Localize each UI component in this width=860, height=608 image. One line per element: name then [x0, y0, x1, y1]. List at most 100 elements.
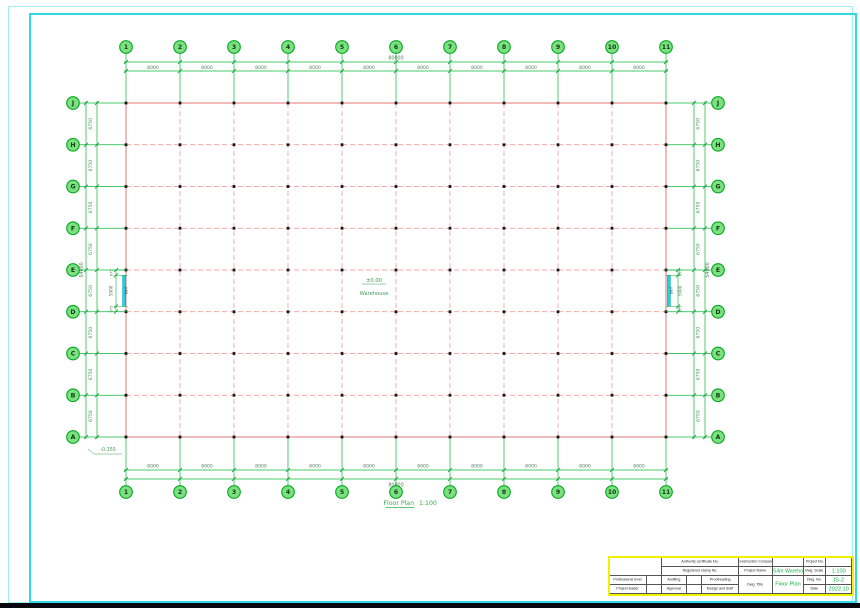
- dim-label: 6750: [88, 410, 94, 422]
- column-marker: [502, 268, 506, 272]
- grid-bubble-label: H: [715, 142, 720, 149]
- titleblock-label-authority: Authority certificate No.: [662, 558, 739, 567]
- grid-bubble-label: 6: [394, 44, 398, 51]
- dim-tick: [94, 225, 100, 231]
- column-marker: [610, 310, 614, 314]
- column-marker: [502, 101, 506, 105]
- dim-tick: [177, 68, 183, 74]
- column-marker: [502, 143, 506, 147]
- dim-tick: [83, 392, 89, 398]
- column-marker: [178, 310, 182, 314]
- column-marker: [286, 352, 290, 355]
- titleblock-cell-blank: [826, 558, 852, 567]
- door-dim-label: 5000: [678, 285, 683, 296]
- grid-bubble: J: [66, 96, 80, 110]
- grid-bubble: 9: [551, 485, 565, 499]
- column-marker: [178, 226, 182, 230]
- grid-bubble-label: 4: [286, 489, 291, 496]
- grid-bubble-label: 3: [232, 44, 236, 51]
- column-marker: [286, 101, 290, 105]
- dim-tick: [83, 100, 89, 106]
- door-dim-label: 5000: [109, 285, 114, 296]
- column-marker: [610, 226, 614, 230]
- column-marker: [502, 352, 506, 355]
- dim-tick: [555, 467, 561, 473]
- dim-tick: [447, 476, 453, 482]
- grid-bubble-label: 4: [286, 44, 291, 51]
- column-marker: [556, 185, 560, 188]
- column-marker: [448, 185, 452, 188]
- dim-tick: [83, 309, 89, 315]
- dim-tick: [702, 142, 708, 148]
- column-marker: [124, 143, 128, 147]
- grid-bubble: 4: [281, 485, 295, 499]
- column-marker: [124, 101, 128, 105]
- grid-bubble-label: E: [71, 267, 75, 274]
- titleblock-label-date: Date: [804, 585, 826, 594]
- grid-bubble-label: 10: [608, 44, 617, 51]
- dim-tick: [285, 59, 291, 65]
- dim-tick: [94, 309, 100, 315]
- dim-label: 6750: [696, 160, 702, 172]
- dim-tick: [177, 467, 183, 473]
- column-marker: [232, 226, 236, 230]
- dim-tick: [83, 142, 89, 148]
- project-name-value: 80X54m Warehouse: [773, 567, 804, 576]
- grid-bubble: 8: [497, 40, 511, 54]
- grid-bubble: 3: [227, 485, 241, 499]
- column-marker: [178, 101, 182, 105]
- dim-tick: [123, 59, 129, 65]
- caption-title: Floor Plan: [383, 500, 414, 507]
- dim-tick: [691, 351, 697, 356]
- column-marker: [610, 185, 614, 188]
- dim-tick: [663, 68, 669, 74]
- grid-bubble: 10: [605, 485, 619, 499]
- titleblock-label-project-no: Project No.: [804, 558, 826, 567]
- column-marker: [286, 268, 290, 272]
- grid-bubble: 1: [119, 485, 133, 499]
- dim-tick: [113, 304, 119, 309]
- dim-tick: [339, 68, 345, 74]
- grid-bubble-label: 6: [394, 489, 398, 496]
- grid-bubble-label: 9: [556, 44, 560, 51]
- column-marker: [502, 310, 506, 314]
- grid-bubble-label: 7: [448, 489, 452, 496]
- grid-bubble-label: A: [716, 434, 721, 441]
- dim-tick: [83, 351, 89, 356]
- door-label: JLM1: [124, 286, 128, 295]
- titleblock-label-project-name: Project Name: [739, 567, 773, 576]
- screen-edge-strip: [0, 603, 860, 608]
- grid-bubble: A: [66, 430, 80, 444]
- dwg-scale-value: 1:100: [826, 567, 852, 576]
- column-marker: [124, 185, 128, 188]
- dim-tick: [663, 467, 669, 473]
- grid-bubble-label: B: [71, 392, 76, 399]
- column-marker: [124, 393, 128, 397]
- center-elevation-text: ±0.00: [366, 278, 382, 284]
- dim-label: 8000: [309, 464, 321, 470]
- grid-bubble-label: 5: [340, 489, 344, 496]
- column-marker: [340, 393, 344, 397]
- dim-tick: [691, 309, 697, 315]
- dim-tick: [285, 476, 291, 482]
- dim-label: 6750: [88, 243, 94, 255]
- column-marker: [394, 435, 398, 439]
- grid-bubble: 8: [497, 485, 511, 499]
- column-marker: [232, 143, 236, 147]
- overall-dim-label: 54000: [705, 262, 711, 277]
- door-dim-label: 875: [110, 269, 114, 276]
- column-marker: [232, 101, 236, 105]
- dim-label: 8000: [363, 65, 375, 71]
- grid-bubble: H: [66, 137, 80, 152]
- titleblock-cell-blank: [687, 576, 702, 585]
- dim-tick: [555, 59, 561, 65]
- titleblock-label-construction-company: Construction Company: [739, 558, 773, 567]
- dim-label: 8000: [201, 464, 213, 470]
- column-marker: [232, 268, 236, 272]
- titleblock-label-dwg-title: Dwg. Title: [739, 576, 773, 594]
- column-marker: [664, 435, 668, 439]
- dim-tick: [393, 68, 399, 74]
- grid-bubble: E: [711, 263, 725, 277]
- dim-tick: [231, 467, 237, 473]
